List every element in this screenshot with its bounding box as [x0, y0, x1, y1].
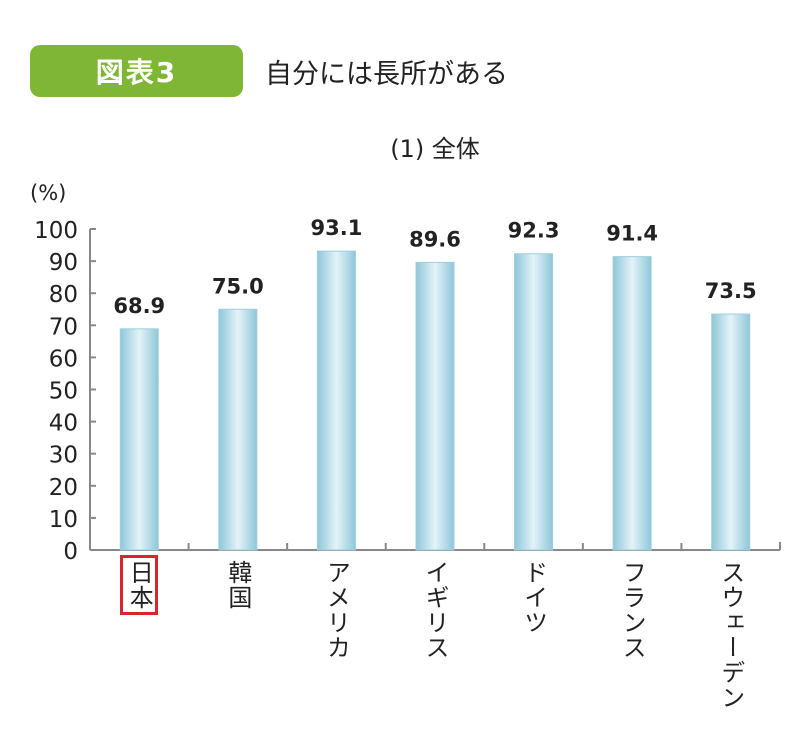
x-tick-label: イギリス: [421, 560, 449, 660]
y-tick-label: 60: [49, 346, 78, 372]
bar-3: [415, 261, 455, 551]
bar-4: [514, 253, 554, 551]
bar-value-label: 75.0: [212, 274, 264, 298]
x-tick-label: 韓国: [223, 560, 252, 610]
bar-5: [612, 256, 652, 551]
y-tick-label: 70: [49, 314, 78, 340]
bar-value-label: 93.1: [311, 216, 363, 240]
bar-6: [711, 313, 751, 551]
figure-label-badge: 図表3: [30, 45, 243, 97]
y-tick-label: 0: [63, 539, 78, 565]
y-tick-label: 80: [49, 282, 78, 308]
y-tick-label: 20: [49, 475, 78, 501]
y-axis-unit-label: (%): [30, 181, 66, 205]
x-tick-label: フランス: [618, 560, 647, 660]
bar-1: [218, 308, 258, 551]
y-tick-label: 10: [49, 507, 78, 533]
y-tick-label: 50: [49, 379, 78, 405]
chart-title: (1) 全体: [390, 135, 480, 163]
y-tick-label: 100: [34, 218, 78, 244]
bar-value-label: 73.5: [705, 279, 757, 303]
x-tick-label: 日本: [120, 555, 159, 615]
x-tick-label: スウェーデン: [716, 560, 745, 710]
y-tick-label: 40: [49, 411, 78, 437]
bar-value-label: 92.3: [508, 219, 560, 243]
x-tick-label: アメリカ: [322, 560, 351, 660]
bar-2: [316, 250, 356, 551]
y-tick-label: 30: [49, 443, 78, 469]
x-tick-label: ドイツ: [519, 560, 548, 635]
bar-value-label: 68.9: [113, 294, 165, 318]
y-tick-label: 90: [49, 250, 78, 276]
bar-value-label: 91.4: [606, 222, 658, 246]
bar-0: [119, 328, 159, 551]
chart-heading: 自分には長所がある: [265, 59, 508, 90]
bar-value-label: 89.6: [409, 227, 461, 251]
